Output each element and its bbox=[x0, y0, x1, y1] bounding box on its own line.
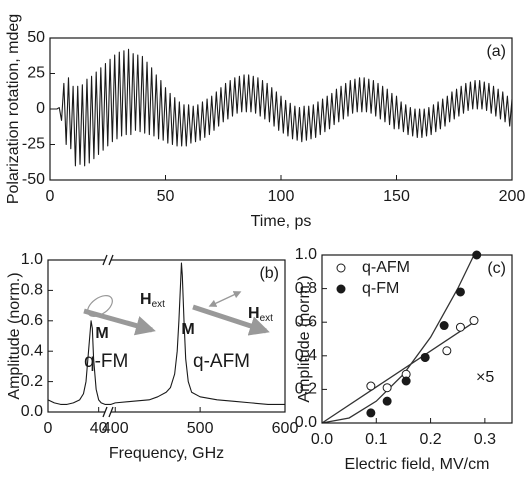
annotation: M bbox=[95, 325, 108, 342]
data-point bbox=[439, 321, 449, 331]
data-point bbox=[455, 287, 465, 297]
y-tick-label: -25 bbox=[22, 136, 45, 153]
annotation: Hext bbox=[140, 291, 165, 309]
y-tick-label: 25 bbox=[27, 65, 45, 82]
axis-break-gap bbox=[105, 258, 111, 262]
axis-break bbox=[102, 254, 108, 266]
data-point bbox=[401, 376, 411, 386]
data-line bbox=[50, 48, 513, 167]
y-tick-label: 50 bbox=[27, 29, 45, 46]
oscillation-arrow bbox=[208, 291, 242, 307]
data-point bbox=[382, 383, 392, 393]
x-tick-label: 150 bbox=[383, 188, 410, 205]
x-tick-label: 0.0 bbox=[311, 431, 333, 448]
x-tick-label: 100 bbox=[268, 188, 295, 205]
y-tick-label: 0 bbox=[36, 100, 45, 117]
axis-break-gap bbox=[105, 410, 111, 414]
y-tick-label: 0.8 bbox=[21, 282, 43, 299]
x-tick-label: 40 bbox=[90, 420, 108, 437]
data-point bbox=[366, 408, 376, 418]
legend-marker bbox=[336, 263, 346, 273]
y-tick-label: 0.0 bbox=[295, 414, 317, 431]
x-tick-label: 50 bbox=[157, 188, 175, 205]
y-tick-label: 0.4 bbox=[295, 347, 317, 364]
x-tick-label: 0 bbox=[44, 420, 53, 437]
x-tick-label: 400 bbox=[102, 420, 129, 437]
annotation-text: q-AFM bbox=[193, 351, 250, 372]
annotation-text: q-FM bbox=[84, 351, 128, 372]
x-tick-label: 0.1 bbox=[365, 431, 387, 448]
panel: q-AFM q-FM 0.0 0.1 0.2 0.3 0.0 0.2 0.4 0.6 0.8 1.0 E… bbox=[295, 246, 513, 473]
x-tick-label: 0.3 bbox=[474, 431, 496, 448]
annotation-text: H bbox=[248, 305, 260, 322]
annotation: ×5 bbox=[476, 369, 494, 386]
y-tick-label: 1.0 bbox=[21, 251, 43, 268]
data-point bbox=[366, 381, 376, 391]
data-point bbox=[469, 316, 479, 326]
x-tick-label: 500 bbox=[187, 420, 214, 437]
panel-label: (a) bbox=[486, 43, 506, 60]
x-axis-title: Frequency, GHz bbox=[109, 445, 224, 462]
legend-label: q-AFM bbox=[362, 259, 410, 276]
legend-marker bbox=[336, 284, 346, 294]
annotation: q-AFM bbox=[193, 351, 250, 372]
schematics bbox=[83, 291, 270, 336]
plot-frame bbox=[321, 254, 513, 424]
y-axis-title: Polarization rotation, mdeg bbox=[5, 14, 22, 204]
annotation-text: H bbox=[140, 291, 152, 308]
panel: 0 50 100 150 200 -50 -25 0 25 50 Time, ps Polarizat… bbox=[5, 14, 525, 230]
x-tick-label: 0.2 bbox=[419, 431, 441, 448]
y-tick-label: 0.4 bbox=[21, 342, 43, 359]
axis-break bbox=[102, 406, 108, 418]
axis-break bbox=[108, 406, 114, 418]
annotation: q-FM bbox=[84, 351, 128, 372]
data-point bbox=[420, 352, 430, 362]
panel-label: (b) bbox=[259, 265, 279, 282]
annotation-subscript: ext bbox=[260, 313, 274, 324]
fit-line bbox=[321, 321, 475, 424]
y-tick-label: 0.2 bbox=[295, 381, 317, 398]
panel-label: (c) bbox=[487, 260, 506, 277]
magnetization-arrow bbox=[192, 304, 270, 336]
legend-label: q-FM bbox=[362, 280, 399, 297]
y-tick-label: 0.0 bbox=[21, 403, 43, 420]
magnetization-arrow bbox=[83, 308, 156, 336]
x-axis-title: Electric field, MV/cm bbox=[345, 456, 490, 473]
data-point bbox=[442, 346, 452, 356]
y-tick-label: 0.2 bbox=[21, 373, 43, 390]
data-line bbox=[47, 262, 285, 405]
x-tick-label: 0 bbox=[46, 188, 55, 205]
plot-frame bbox=[47, 259, 286, 413]
y-tick-label: 0.6 bbox=[21, 312, 43, 329]
data-point bbox=[455, 322, 465, 332]
axis-break bbox=[108, 254, 114, 266]
y-tick-label: -50 bbox=[22, 171, 45, 188]
annotation-text: M bbox=[181, 321, 194, 338]
y-tick-label: 0.6 bbox=[295, 313, 317, 330]
y-tick-label: 1.0 bbox=[295, 246, 317, 263]
annotation: Hext bbox=[248, 305, 273, 323]
y-axis-title: Amplitude (norm.) bbox=[296, 275, 313, 402]
x-axis-title: Time, ps bbox=[251, 213, 312, 230]
x-tick-label: 200 bbox=[499, 188, 526, 205]
annotation: M bbox=[181, 321, 194, 338]
annotation-subscript: ext bbox=[152, 299, 166, 310]
y-axis-title: Amplitude (norm.) bbox=[6, 272, 23, 399]
y-tick-label: 0.8 bbox=[295, 280, 317, 297]
x-tick-label: 600 bbox=[272, 420, 299, 437]
annotation-text: ×5 bbox=[476, 369, 494, 386]
data-point bbox=[382, 396, 392, 406]
annotation-text: M bbox=[95, 325, 108, 342]
